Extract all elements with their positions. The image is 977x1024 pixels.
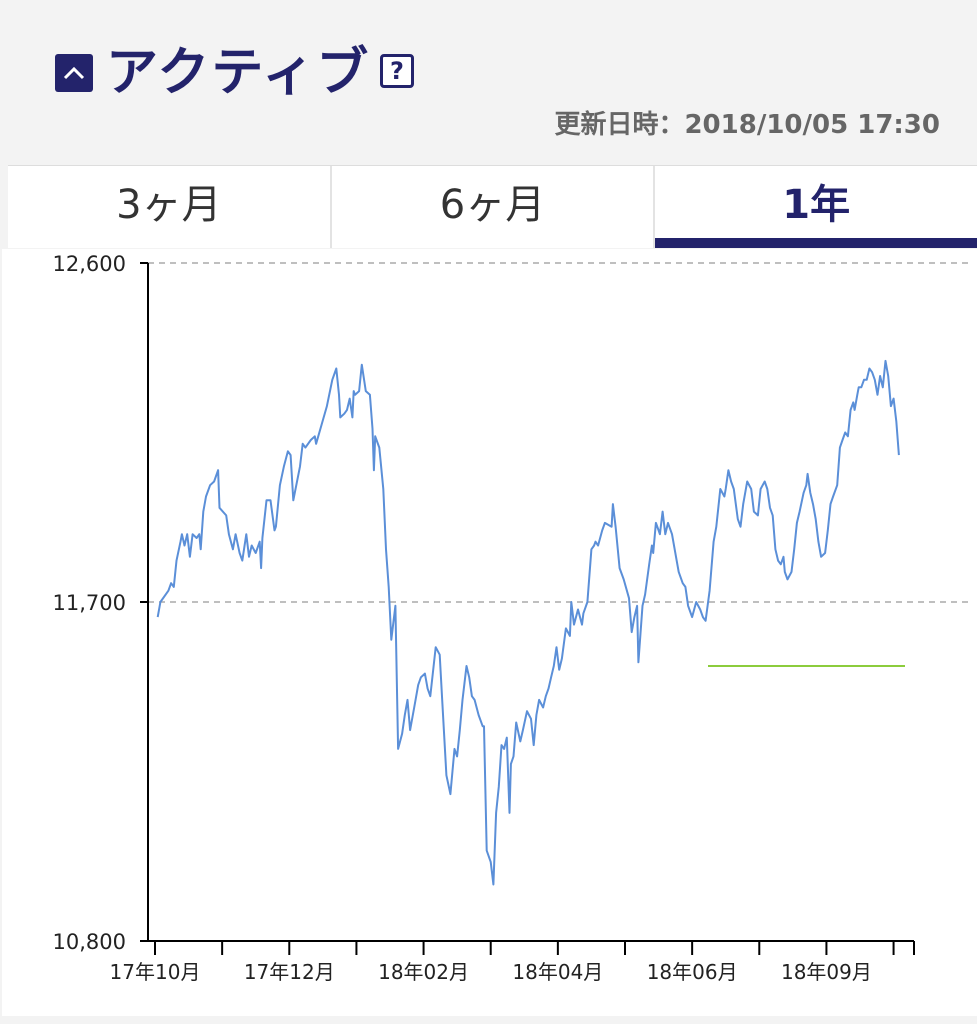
tab-6-months[interactable]: 6ヶ月: [332, 166, 656, 248]
series-line: [156, 359, 900, 886]
period-tabs: 3ヶ月 6ヶ月 1年: [8, 165, 977, 248]
x-tick-label: 18年09月: [781, 960, 872, 984]
section-title: アクティブ: [106, 43, 371, 103]
tab-1-year[interactable]: 1年: [655, 166, 977, 248]
x-tick-label: 18年02月: [378, 960, 469, 984]
collapse-button[interactable]: [55, 54, 93, 92]
x-tick-label: 17年12月: [244, 960, 335, 984]
chevron-up-icon: [63, 66, 85, 80]
chart-area: 17年10月 17年12月 18年02月 18年04月 18年06月 18年09月 12,…: [2, 249, 977, 1016]
tab-3-months[interactable]: 3ヶ月: [8, 166, 332, 248]
x-tick-label: 18年06月: [647, 960, 738, 984]
x-tick-label: 18年04月: [512, 960, 603, 984]
question-icon[interactable]: ?: [380, 54, 414, 88]
header: アクティブ ? 更新日時：2018/10/05 17:30: [0, 0, 977, 165]
price-chart: 17年10月 17年12月 18年02月 18年04月 18年06月 18年09月 12,…: [53, 252, 972, 984]
updated-timestamp: 更新日時：2018/10/05 17:30: [554, 110, 940, 140]
y-tick-label: 10,800: [53, 930, 126, 954]
x-tick-label: 17年10月: [110, 960, 201, 984]
y-tick-label: 12,600: [53, 252, 126, 276]
y-tick-label: 11,700: [53, 591, 126, 615]
